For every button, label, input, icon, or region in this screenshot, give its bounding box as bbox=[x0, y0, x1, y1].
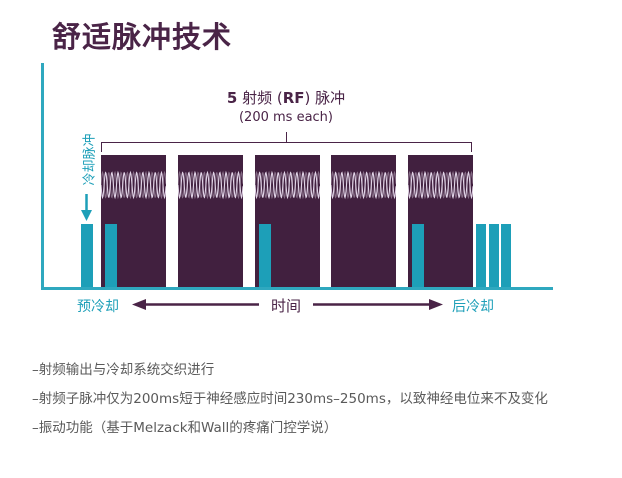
rf-abbrev: RF bbox=[282, 89, 305, 107]
pre-cooling-label: 预冷却 bbox=[77, 299, 119, 315]
bracket-center-tick bbox=[285, 132, 287, 142]
rf-pulse-block bbox=[331, 155, 396, 287]
rf-wave-icon bbox=[255, 170, 320, 200]
cooling-pulse-bar bbox=[105, 224, 117, 287]
time-arrow-right-icon bbox=[313, 299, 443, 310]
rf-wave-icon bbox=[331, 170, 396, 200]
note-line-1: –射频输出与冷却系统交织进行 bbox=[32, 362, 215, 378]
time-axis-label: 时间 bbox=[270, 297, 301, 315]
notes-block: –射频输出与冷却系统交织进行 –射频子脉冲仅为200ms短于神经感应时间230m… bbox=[32, 356, 548, 443]
note-line-2: –射频子脉冲仅为200ms短于神经感应时间230ms–250ms，以致神经电位来… bbox=[32, 391, 548, 407]
cooling-pulse-bar bbox=[81, 224, 93, 287]
cooling-pulse-label: 冷却脉冲 bbox=[82, 133, 98, 186]
post-cooling-label: 后冷却 bbox=[452, 299, 494, 315]
rf-pulse-annotation: 5 射频 (RF) 脉冲 (200 ms each) bbox=[166, 87, 406, 125]
note-line-3: –振动功能（基于Melzack和Wall的疼痛门控学说） bbox=[32, 420, 338, 436]
cooling-pulse-bar bbox=[488, 224, 499, 287]
rf-wave-icon bbox=[408, 170, 473, 200]
rf-wave-icon bbox=[178, 170, 243, 200]
cooling-pulse-bar bbox=[476, 224, 486, 287]
y-axis-line bbox=[41, 63, 44, 290]
cooling-arrow-down-icon bbox=[81, 194, 92, 221]
rf-pulse-count: 5 bbox=[226, 89, 238, 107]
time-arrow-left-icon bbox=[132, 299, 259, 310]
cooling-pulse-bar bbox=[412, 224, 424, 287]
rf-pulse-block bbox=[178, 155, 243, 287]
bracket-right-tick bbox=[470, 142, 472, 152]
x-axis-line bbox=[41, 287, 553, 290]
page-title: 舒适脉冲技术 bbox=[52, 20, 233, 54]
cooling-pulse-bar bbox=[259, 224, 271, 287]
cooling-pulse-bar bbox=[501, 224, 511, 287]
bracket-left-tick bbox=[101, 142, 102, 152]
bracket-line bbox=[101, 142, 472, 143]
rf-pulse-annotation-line1: 5 射频 (RF) 脉冲 bbox=[226, 89, 346, 107]
rf-wave-icon bbox=[101, 170, 166, 200]
rf-pulse-duration: (200 ms each) bbox=[238, 110, 333, 125]
